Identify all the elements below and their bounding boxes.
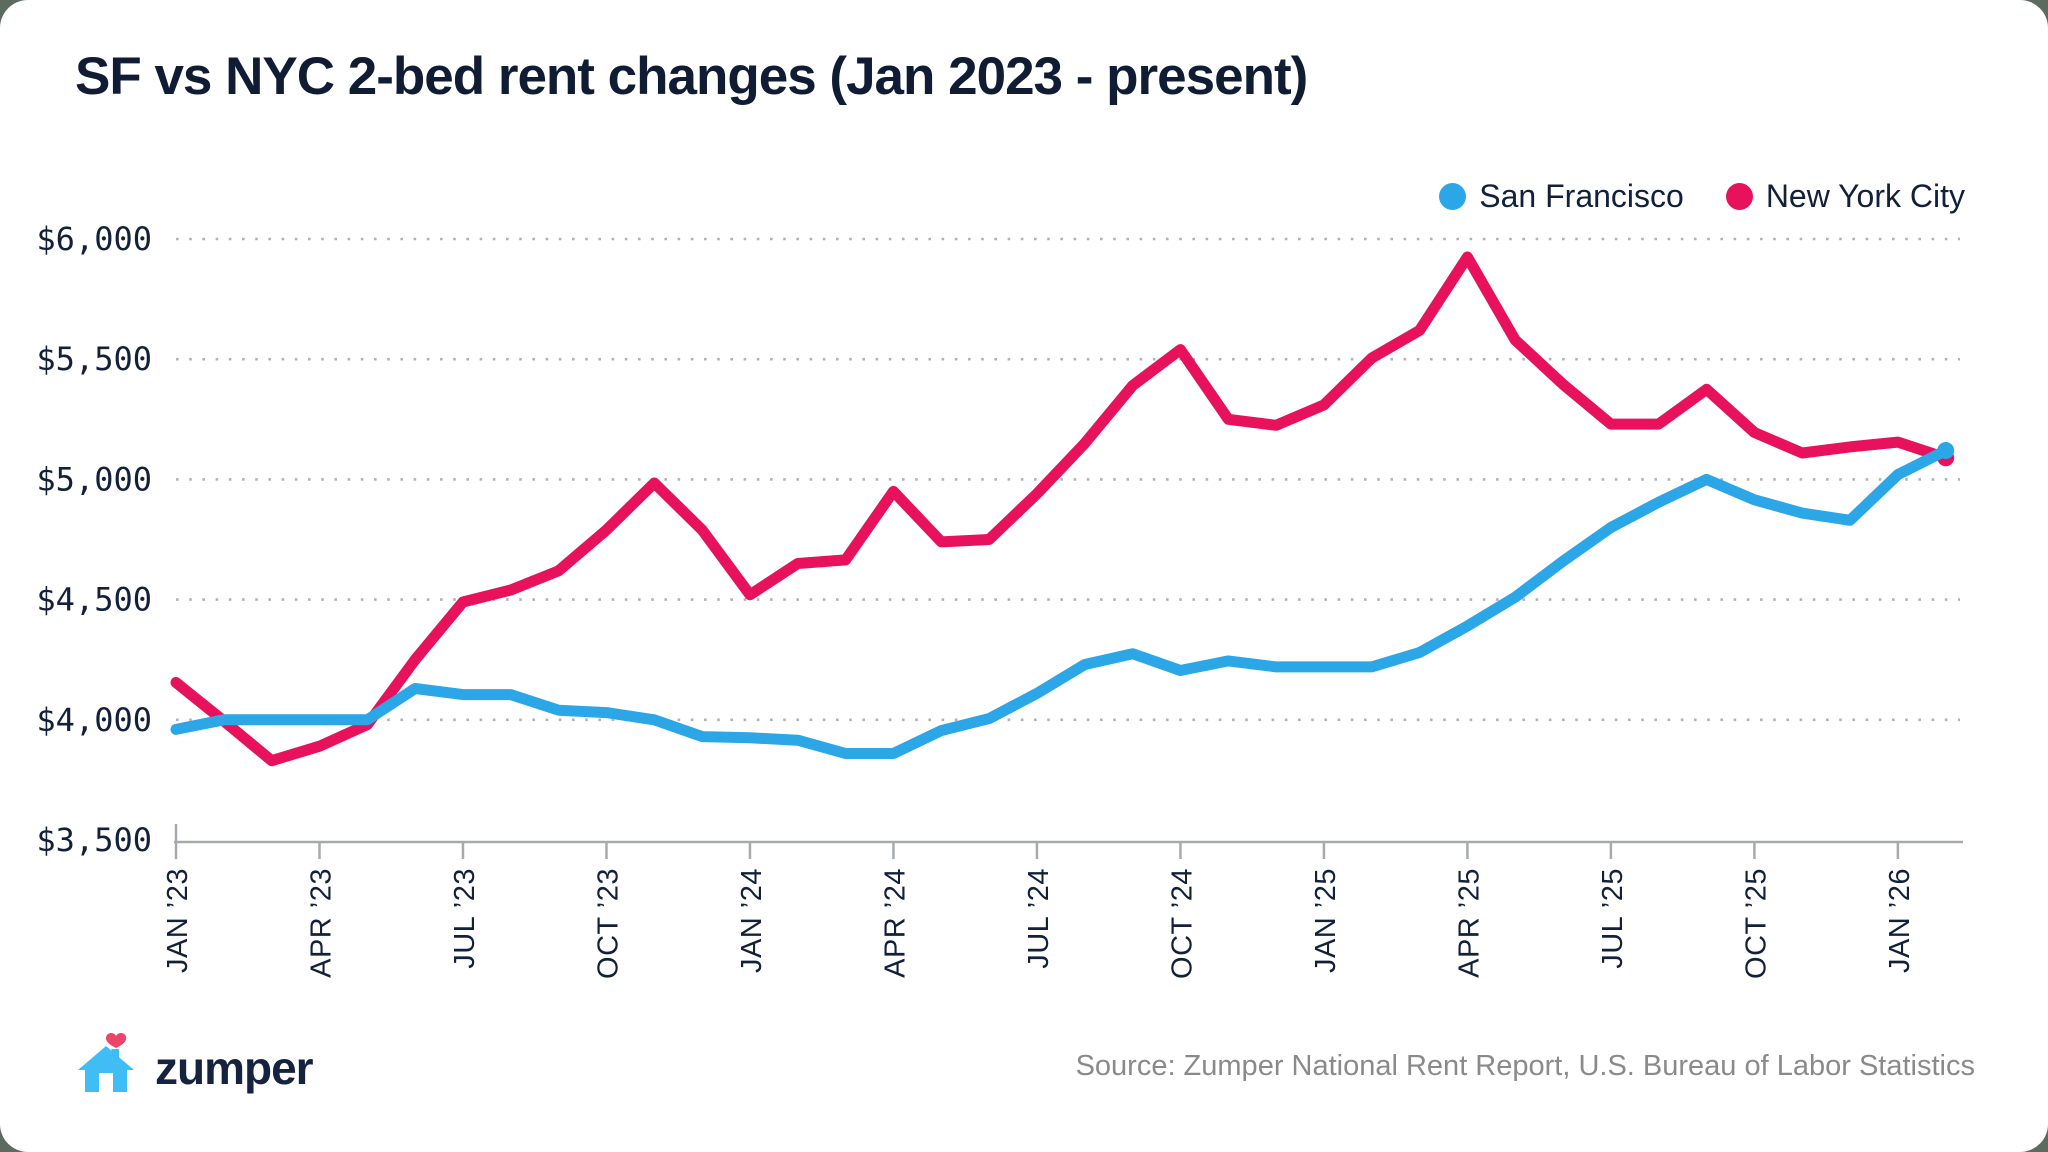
san-francisco-dot-icon: [1439, 183, 1467, 210]
y-tick-label: $4,500: [36, 581, 152, 619]
legend-item-san-francisco: San Francisco: [1439, 178, 1684, 215]
x-tick-label: OCT ’24: [1166, 868, 1198, 979]
x-tick-label: JUL ’25: [1597, 868, 1629, 969]
x-tick-label: JAN ’26: [1884, 868, 1916, 973]
x-tick-label: APR ’23: [305, 868, 337, 978]
legend-item-new-york-city: New York City: [1725, 178, 1965, 215]
y-tick-label: $5,000: [36, 460, 152, 498]
zumper-house-icon: [78, 1033, 134, 1092]
zumper-logo: zumper: [75, 1032, 314, 1094]
x-tick-label: JUL ’24: [1023, 868, 1055, 969]
y-tick-label: $4,000: [36, 701, 152, 739]
y-tick-label: $5,500: [36, 340, 152, 378]
x-tick-label: APR ’24: [879, 868, 911, 978]
x-tick-label: OCT ’25: [1740, 868, 1772, 979]
legend-label-new-york-city: New York City: [1765, 178, 1965, 214]
x-tick-label: JUL ’23: [449, 868, 481, 969]
chart-title: SF vs NYC 2-bed rent changes (Jan 2023 -…: [75, 47, 1308, 106]
source-attribution: Source: Zumper National Rent Report, U.S…: [1075, 1050, 1975, 1082]
x-tick-label: OCT ’23: [592, 868, 624, 979]
x-tick-label: JAN ’23: [162, 868, 194, 973]
x-tick-label: JAN ’25: [1310, 868, 1342, 973]
x-tick-label: JAN ’24: [736, 868, 768, 973]
x-tick-label: APR ’25: [1453, 868, 1485, 978]
y-tick-label: $3,500: [36, 821, 152, 859]
legend-label-san-francisco: San Francisco: [1479, 178, 1684, 214]
zumper-brand-text: zumper: [155, 1042, 314, 1094]
legend: San Francisco New York City: [1439, 178, 1965, 215]
new-york-city-line: [170, 251, 1952, 767]
san-francisco-line: [170, 445, 1952, 759]
san-francisco-endpoint-dot: [1937, 442, 1955, 460]
new-york-city-dot-icon: [1725, 183, 1753, 210]
y-tick-label: $6,000: [36, 220, 152, 258]
